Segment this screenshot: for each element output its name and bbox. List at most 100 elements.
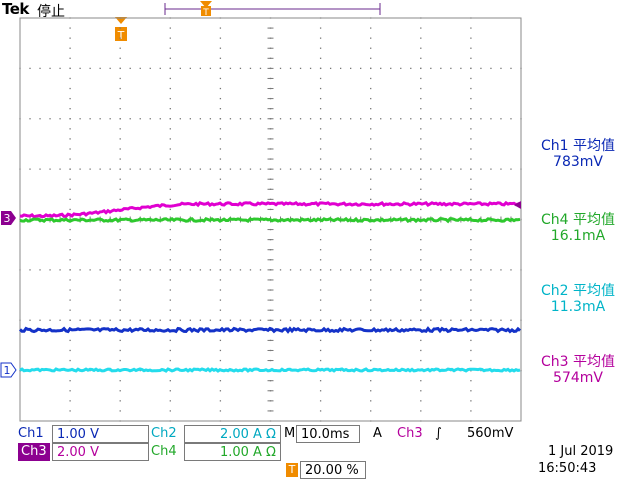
grid-dot [279, 118, 282, 120]
grid-dot [239, 67, 242, 70]
grid-dot [29, 319, 31, 321]
grid-dot [69, 27, 71, 29]
grid-dot [329, 269, 332, 271]
grid-dot [69, 309, 71, 311]
grid-dot [159, 168, 161, 170]
grid-dot [149, 118, 151, 120]
trigger-slope-icon[interactable]: ∫ [435, 426, 442, 441]
ch4-scale[interactable]: 1.00 A Ω [184, 443, 281, 461]
grid-dot [119, 97, 121, 100]
grid-dot [169, 359, 171, 362]
grid-dot [420, 380, 422, 382]
grid-dot [219, 47, 222, 49]
grid-dot [239, 118, 242, 120]
grid-dot [279, 168, 282, 170]
trigger-position[interactable]: 20.00 % [300, 461, 366, 479]
ch1-scale[interactable]: 1.00 V [52, 425, 149, 443]
record-position-bar [164, 3, 381, 15]
grid-dot [29, 168, 31, 170]
grid-dot [470, 380, 472, 382]
grid-dot [420, 269, 422, 271]
grid-dot [500, 319, 502, 321]
grid-dot [219, 359, 222, 362]
grid-dot [339, 168, 342, 170]
grid-dot [169, 198, 171, 200]
grid-dot [319, 168, 322, 170]
grid-dot [430, 168, 432, 170]
grid-dot [460, 67, 462, 70]
grid-dot [380, 168, 382, 170]
grid-dot [329, 67, 332, 70]
grid-dot [39, 269, 41, 271]
grid-dot [460, 319, 462, 321]
grid-dot [119, 47, 121, 49]
grid-dot [119, 349, 121, 352]
grid-dot [229, 168, 232, 170]
grid-dot [370, 239, 372, 241]
grid-dot [69, 108, 71, 110]
grid-dot [319, 319, 322, 321]
grid-dot [199, 168, 202, 170]
grid-dot [460, 118, 462, 120]
grid-dot [430, 118, 432, 120]
grid-dot [430, 269, 432, 271]
grid-dot [69, 380, 71, 382]
timebase-value[interactable]: 10.0ms [296, 425, 360, 443]
grid-dot [370, 259, 372, 261]
grid-dot [219, 309, 222, 311]
trigger-source[interactable]: Ch3 [397, 426, 423, 441]
grid-dot [500, 269, 502, 271]
ch3-label[interactable]: Ch3 [18, 443, 50, 461]
grid-dot [420, 138, 422, 140]
grid-dot [219, 339, 222, 342]
grid-dot [470, 359, 472, 362]
grid-dot [89, 168, 91, 170]
ch1-ground-marker[interactable]: 1 [0, 362, 17, 378]
grid-dot [470, 269, 472, 271]
ch3-ground-marker[interactable]: 3 [1, 211, 16, 225]
grid-dot [169, 77, 171, 80]
grid-dot [69, 128, 71, 130]
grid-dot [420, 299, 422, 301]
grid-dot [420, 87, 422, 90]
grid-dot [139, 369, 141, 372]
grid-dot [169, 410, 171, 412]
ch2-scale[interactable]: 2.00 A Ω [184, 425, 281, 443]
trigger-position-icon: T [286, 463, 298, 477]
grid-dot [319, 77, 322, 80]
grid-dot [79, 269, 81, 271]
grid-dot [39, 67, 41, 70]
ch4-label[interactable]: Ch4 [151, 444, 177, 459]
measurement-name: Ch4 平均值 [540, 212, 615, 228]
grid-dot [370, 249, 372, 251]
time: 16:50:43 [538, 461, 597, 476]
ch3-scale[interactable]: 2.00 V [52, 443, 149, 461]
grid-dot [420, 188, 422, 190]
grid-dot [319, 299, 322, 301]
grid-dot [149, 269, 151, 271]
grid-dot [370, 279, 372, 281]
grid-dot [99, 319, 101, 321]
grid-dot [370, 87, 372, 90]
grid-dot [289, 118, 292, 120]
grid-dot [329, 319, 332, 321]
ch3-waveform [19, 200, 521, 219]
grid-dot [460, 269, 462, 271]
grid-dot [500, 118, 502, 120]
ch2-label[interactable]: Ch2 [151, 426, 177, 441]
grid-dot [370, 198, 372, 200]
grid-dot [420, 208, 422, 211]
grid-dot [470, 27, 472, 29]
grid-dot [289, 269, 292, 271]
ch1-label[interactable]: Ch1 [18, 426, 44, 441]
grid-dot [299, 319, 302, 321]
grid-dot [380, 67, 382, 70]
grid-dot [470, 138, 472, 140]
grid-dot [169, 279, 171, 281]
grid-dot [169, 188, 171, 190]
grid-dot [139, 319, 141, 321]
grid-dot [470, 128, 472, 130]
grid-dot [420, 178, 422, 180]
trigger-level[interactable]: 560mV [467, 426, 514, 441]
grid-dot [119, 108, 121, 110]
